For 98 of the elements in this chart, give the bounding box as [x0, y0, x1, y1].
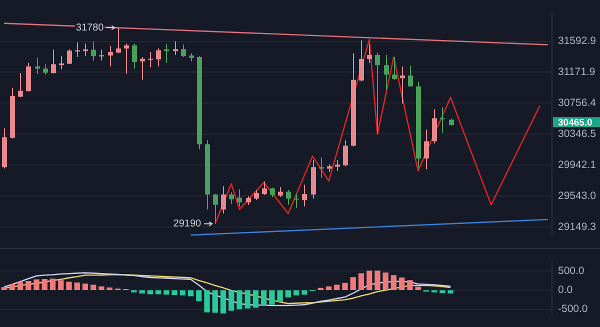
- candlestick: [335, 160, 340, 172]
- candlestick: [408, 65, 413, 87]
- candlestick: [400, 66, 405, 104]
- candlestick: [213, 193, 218, 224]
- candlestick: [278, 186, 283, 198]
- bar: [358, 273, 364, 290]
- candlestick: [148, 52, 153, 68]
- candlestick: [108, 45, 113, 67]
- bar: [90, 284, 96, 290]
- bar: [155, 290, 162, 294]
- candlestick: [424, 129, 429, 170]
- bar: [236, 290, 242, 310]
- y-tick-label: 30346.5: [558, 128, 596, 140]
- candlestick: [375, 52, 380, 134]
- candlestick: [229, 192, 234, 204]
- candlestick: [116, 27, 121, 54]
- bar: [342, 282, 348, 290]
- bar: [74, 282, 80, 290]
- candlestick: [18, 72, 23, 98]
- bar: [407, 280, 413, 290]
- y-tick-label: 0.0: [558, 284, 573, 296]
- candlestick: [124, 43, 129, 74]
- bar: [82, 284, 88, 290]
- bar: [244, 290, 250, 308]
- bar: [390, 275, 397, 290]
- candlestick: [319, 157, 324, 178]
- candlestick: [140, 56, 145, 80]
- y-tick-label: 29543.0: [558, 190, 596, 202]
- candlestick: [43, 64, 48, 76]
- candlestick: [132, 43, 137, 70]
- bar: [448, 290, 454, 294]
- bar: [172, 290, 178, 296]
- bar: [366, 270, 372, 290]
- bar: [220, 290, 226, 314]
- candlestick: [302, 184, 307, 207]
- bar: [212, 290, 218, 313]
- bar: [252, 290, 259, 308]
- candlestick: [270, 187, 275, 198]
- bar: [17, 282, 24, 290]
- bar: [415, 286, 421, 290]
- candlestick: [286, 189, 291, 206]
- candlestick: [432, 108, 437, 144]
- bar: [106, 287, 112, 290]
- bar: [1, 287, 7, 290]
- bar: [293, 290, 300, 296]
- bar: [285, 290, 292, 298]
- y-tick-label: 29942.1: [558, 159, 596, 171]
- candlestick: [51, 49, 56, 74]
- candlestick: [221, 186, 226, 214]
- bar: [139, 290, 145, 294]
- y-tick-label: -500.0: [558, 303, 588, 316]
- bar: [228, 290, 234, 311]
- text: 30465.0: [558, 117, 592, 128]
- y-tick-label: 31592.9: [558, 35, 596, 48]
- candlestick: [254, 189, 259, 201]
- bar: [42, 279, 48, 290]
- bar: [204, 290, 210, 312]
- y-tick-label: 29149.3: [558, 220, 596, 233]
- candlestick: [392, 56, 397, 80]
- bar: [26, 280, 32, 290]
- candlestick: [237, 188, 242, 207]
- bar: [147, 290, 154, 294]
- bar: [277, 290, 283, 302]
- bar: [374, 270, 380, 290]
- bar: [34, 279, 40, 290]
- candlestick: [156, 48, 161, 67]
- bar: [50, 278, 56, 290]
- candlestick: [384, 54, 389, 90]
- bar: [9, 284, 16, 290]
- annotation: 31780: [76, 22, 104, 34]
- y-tick-label: 30756.4: [558, 97, 596, 110]
- bar: [350, 277, 356, 290]
- candlestick: [359, 40, 364, 82]
- bar: [326, 286, 332, 290]
- candlestick: [173, 41, 178, 56]
- candlestick: [99, 49, 104, 62]
- bar: [334, 284, 340, 290]
- bar: [98, 286, 104, 290]
- candlestick: [294, 193, 299, 208]
- candlestick: [67, 48, 72, 64]
- candlestick: [181, 44, 186, 58]
- bar: [66, 282, 72, 290]
- annotation: 29190: [173, 218, 202, 230]
- candlestick: [343, 140, 348, 167]
- y-tick-label: 500.0: [558, 264, 584, 277]
- candlestick: [91, 41, 96, 62]
- candlestick: [440, 106, 445, 134]
- bar: [188, 290, 194, 296]
- candlestick: [262, 181, 267, 196]
- bar: [382, 272, 388, 290]
- bar: [260, 290, 267, 306]
- bar: [269, 290, 275, 305]
- bar: [398, 277, 405, 290]
- bar: [196, 290, 202, 302]
- candlestick: [367, 44, 372, 64]
- bar: [180, 290, 186, 296]
- bar: [58, 280, 64, 290]
- y-tick-label: 31171.9: [558, 66, 596, 78]
